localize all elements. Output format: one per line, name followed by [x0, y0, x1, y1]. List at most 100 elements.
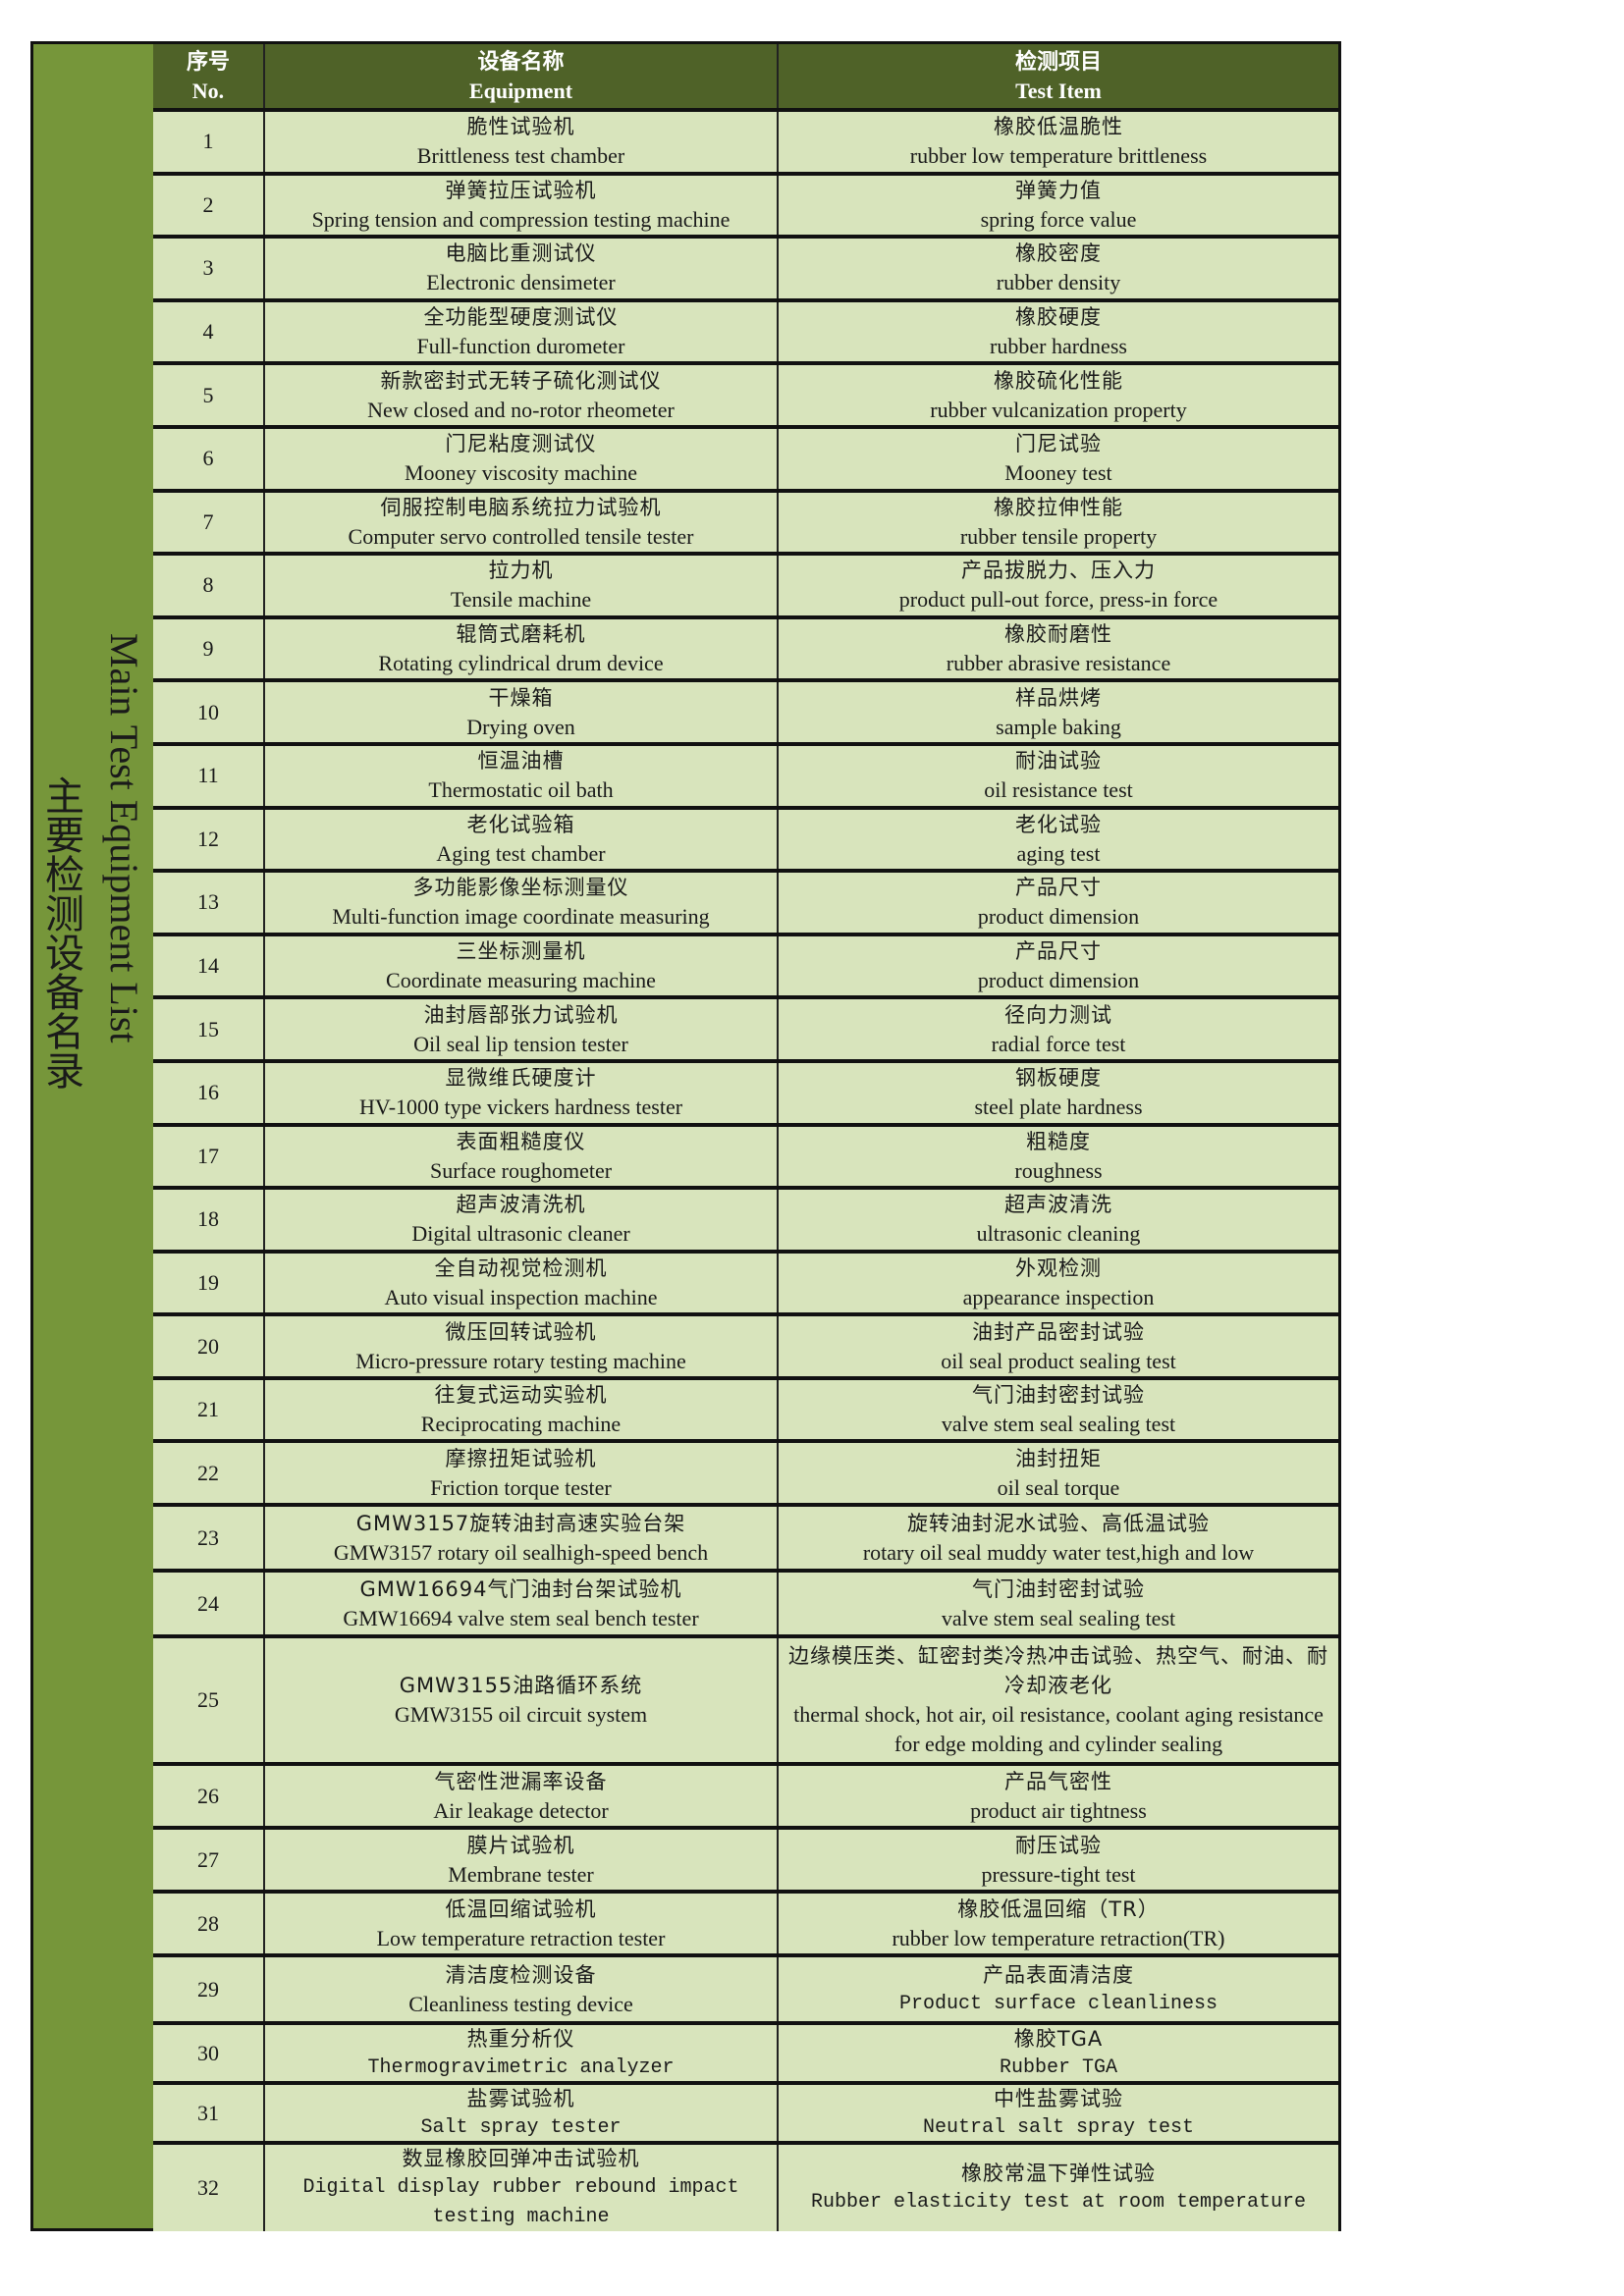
table-row: 22 摩擦扭矩试验机 Friction torque tester 油封扭矩 oil s…	[153, 1443, 1338, 1508]
test-item-cn: 旋转油封泥水试验、高低温试验	[907, 1511, 1210, 1535]
test-item-cell: 橡胶密度 rubber density	[777, 239, 1338, 298]
test-item-cell: 橡胶耐磨性 rubber abrasive resistance	[777, 618, 1338, 679]
test-item-cn: 橡胶耐磨性	[1004, 622, 1112, 647]
test-item-cn: 产品拔脱力、压入力	[961, 559, 1156, 583]
row-number-text: 4	[202, 319, 214, 345]
equipment-cell: 恒温油槽 Thermostatic oil bath	[263, 745, 777, 806]
equipment-cell: 干燥箱 Drying oven	[263, 682, 777, 742]
test-item-en: rubber low temperature brittleness	[909, 143, 1208, 169]
test-item-en: rubber density	[996, 270, 1121, 295]
equipment-name-cn: 伺服控制电脑系统拉力试验机	[380, 495, 662, 519]
table-row: 10 干燥箱 Drying oven 样品烘烤 sample baking	[153, 682, 1338, 746]
equipment-name-en: Spring tension and compression testing m…	[311, 206, 731, 232]
test-item-cell: 气门油封密封试验 valve stem seal sealing test	[777, 1573, 1338, 1635]
test-item-cell: 耐压试验 pressure-tight test	[777, 1830, 1338, 1891]
table-row: 4 全功能型硬度测试仪 Full-function durometer 橡胶硬度 rub…	[153, 301, 1338, 366]
equipment-name-cn: 摩擦扭矩试验机	[445, 1446, 597, 1470]
row-number: 32	[153, 2145, 263, 2231]
equipment-name-en: Electronic densimeter	[426, 270, 616, 295]
test-item-cn: 油封产品密封试验	[972, 1319, 1145, 1344]
test-item-cell: 橡胶低温脆性 rubber low temperature brittleness	[777, 112, 1338, 172]
equipment-name-cn: 表面粗糙度仪	[456, 1129, 586, 1153]
equipment-cell: 全功能型硬度测试仪 Full-function durometer	[263, 301, 777, 362]
equipment-name-cn: 油封唇部张力试验机	[423, 1002, 619, 1027]
equipment-name-en: Coordinate measuring machine	[386, 968, 656, 993]
test-item-cell: 粗糙度 roughness	[777, 1126, 1338, 1187]
test-item-en: sample baking	[996, 714, 1121, 739]
row-number: 25	[153, 1638, 263, 1762]
equipment-name-en: Digital ultrasonic cleaner	[411, 1221, 630, 1247]
equipment-cell: 清洁度检测设备 Cleanliness testing device	[263, 1957, 777, 2022]
table-row: 9 辊筒式磨耗机 Rotating cylindrical drum device 橡…	[153, 618, 1338, 683]
equipment-name-en: Thermogravimetric analyzer	[367, 2056, 675, 2079]
equipment-cell: 低温回缩试验机 Low temperature retraction tester	[263, 1894, 777, 1954]
table-row: 24 GMW16694气门油封台架试验机 GMW16694 valve stem s…	[153, 1573, 1338, 1639]
test-item-en: rubber abrasive resistance	[946, 651, 1171, 676]
equipment-cell: 膜片试验机 Membrane tester	[263, 1830, 777, 1891]
side-title-en: Main Test Equipment List	[102, 633, 146, 1043]
side-title-cn: 主要检测设备名录	[38, 775, 83, 1090]
table-row: 25 GMW3155油路循环系统 GMW3155 oil circuit syste…	[153, 1638, 1338, 1767]
row-number: 28	[153, 1894, 263, 1953]
row-number-text: 14	[197, 953, 219, 979]
row-number-text: 9	[202, 636, 214, 662]
row-number: 11	[153, 746, 263, 806]
equipment-name-cn: 脆性试验机	[466, 115, 575, 139]
row-number: 29	[153, 1957, 263, 2021]
row-number: 10	[153, 682, 263, 742]
table-row: 12 老化试验箱 Aging test chamber 老化试验 aging test	[153, 809, 1338, 874]
equipment-name-en: Salt spray tester	[420, 2115, 622, 2139]
equipment-name-cn: 热重分析仪	[466, 2026, 575, 2051]
test-item-en: rubber vulcanization property	[930, 397, 1187, 422]
test-item-cn: 橡胶TGA	[1013, 2026, 1104, 2051]
table-row: 11 恒温油槽 Thermostatic oil bath 耐油试验 oil resis…	[153, 745, 1338, 810]
test-item-cn: 橡胶低温回缩（TR）	[957, 1896, 1160, 1921]
test-item-en: product dimension	[977, 968, 1140, 993]
equipment-name-cn: 微压回转试验机	[445, 1319, 597, 1344]
test-item-cn: 耐压试验	[1015, 1833, 1102, 1857]
test-item-en: roughness	[1014, 1157, 1103, 1183]
test-item-en: rubber low temperature retraction(TR)	[892, 1925, 1225, 1950]
table-row: 29 清洁度检测设备 Cleanliness testing device 产品表面清…	[153, 1957, 1338, 2026]
row-number: 1	[153, 112, 263, 172]
row-number: 24	[153, 1573, 263, 1634]
row-number-text: 21	[197, 1397, 219, 1422]
test-item-cn: 橡胶硫化性能	[994, 368, 1123, 393]
row-number: 3	[153, 239, 263, 298]
equipment-name-en: Thermostatic oil bath	[428, 777, 614, 803]
equipment-cell: 三坐标测量机 Coordinate measuring machine	[263, 935, 777, 996]
equipment-cell: GMW3155油路循环系统 GMW3155 oil circuit system	[263, 1638, 777, 1763]
equipment-name-en: Surface roughometer	[429, 1157, 613, 1183]
test-item-cell: 老化试验 aging test	[777, 809, 1338, 870]
row-number: 18	[153, 1190, 263, 1250]
equipment-name-en: Micro-pressure rotary testing machine	[355, 1348, 686, 1373]
table-row: 16 显微维氏硬度计 HV-1000 type vickers hardness t…	[153, 1062, 1338, 1127]
test-item-cell: 超声波清洗 ultrasonic cleaning	[777, 1190, 1338, 1250]
row-number-text: 11	[197, 763, 219, 788]
equipment-name-cn: 全功能型硬度测试仪	[423, 305, 619, 330]
test-item-cn: 气门油封密封试验	[972, 1383, 1145, 1408]
header-no-cn: 序号	[186, 48, 230, 74]
header-test-item-en: Test Item	[1015, 78, 1102, 103]
table-row: 8 拉力机 Tensile machine 产品拔脱力、压入力 product pull…	[153, 556, 1338, 619]
equipment-name-en: Full-function durometer	[416, 334, 625, 359]
equipment-name-cn: 三坐标测量机	[456, 939, 586, 964]
table-row: 17 表面粗糙度仪 Surface roughometer 粗糙度 roughness	[153, 1126, 1338, 1191]
header-no-en: No.	[191, 78, 225, 103]
test-item-en: product pull-out force, press-in force	[898, 587, 1218, 613]
table-row: 30 热重分析仪 Thermogravimetric analyzer 橡胶TGA Ru…	[153, 2025, 1338, 2086]
row-number-text: 32	[197, 2175, 219, 2201]
side-title-panel: 主要检测设备名录 Main Test Equipment List	[33, 44, 156, 2228]
test-item-cell: 耐油试验 oil resistance test	[777, 745, 1338, 806]
row-number: 19	[153, 1254, 263, 1313]
equipment-name-cn: 辊筒式磨耗机	[456, 622, 586, 647]
equipment-name-cn: 恒温油槽	[477, 749, 565, 774]
test-item-cell: 橡胶TGA Rubber TGA	[777, 2025, 1338, 2082]
row-number: 13	[153, 873, 263, 933]
table-row: 3 电脑比重测试仪 Electronic densimeter 橡胶密度 rubber …	[153, 239, 1338, 302]
equipment-name-cn: 超声波清洗机	[456, 1193, 586, 1217]
test-item-cn: 油封扭矩	[1015, 1446, 1102, 1470]
row-number-text: 19	[197, 1269, 219, 1295]
equipment-name-cn: 气密性泄漏率设备	[434, 1769, 608, 1793]
table-row: 15 油封唇部张力试验机 Oil seal lip tension tester 径向…	[153, 999, 1338, 1063]
